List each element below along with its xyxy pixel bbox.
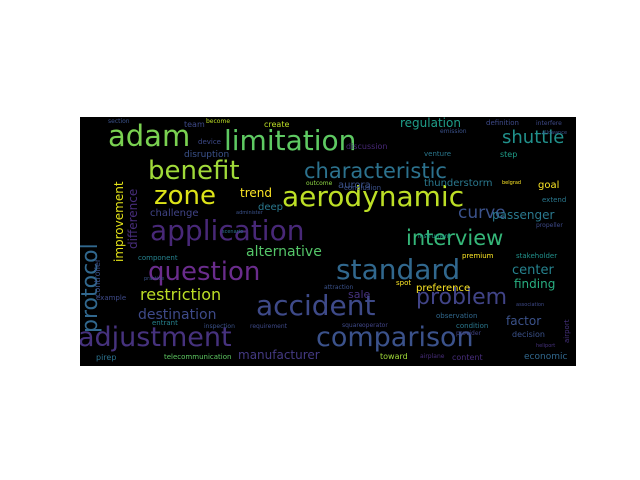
word: standard bbox=[336, 253, 461, 286]
word-cloud: adjustment comparison standard applicati… bbox=[80, 117, 576, 366]
word: requirement bbox=[250, 323, 288, 330]
word: deep bbox=[258, 202, 283, 213]
word: stakeholder bbox=[516, 252, 558, 260]
word: association bbox=[516, 302, 545, 308]
word: problem bbox=[416, 285, 508, 310]
word: goal bbox=[538, 180, 560, 191]
word: conclusion bbox=[344, 184, 382, 192]
word: airplane bbox=[420, 353, 445, 360]
word: section bbox=[108, 118, 130, 125]
word: preference bbox=[416, 283, 471, 294]
word: adam bbox=[108, 119, 191, 153]
word: characteristic bbox=[304, 159, 447, 183]
word: extend bbox=[542, 196, 567, 204]
word: application bbox=[150, 214, 305, 247]
word: alternative bbox=[246, 244, 322, 260]
word: discussion bbox=[346, 142, 388, 151]
word: economic bbox=[524, 352, 568, 362]
word: factor bbox=[506, 314, 542, 328]
word: regulation bbox=[400, 117, 461, 130]
word: limitation bbox=[224, 124, 357, 157]
word: practice bbox=[144, 276, 165, 282]
word: shuttle bbox=[502, 127, 565, 148]
word: interfere bbox=[536, 120, 562, 127]
word: scenario bbox=[222, 229, 244, 235]
word: restriction bbox=[140, 285, 222, 304]
word: step bbox=[500, 150, 518, 159]
word: interview bbox=[406, 226, 504, 250]
word: become bbox=[206, 118, 231, 125]
word: telecommunication bbox=[164, 353, 232, 361]
word: trend bbox=[240, 186, 272, 200]
word: premium bbox=[462, 252, 494, 260]
word: example bbox=[96, 294, 127, 302]
word: benefit bbox=[148, 156, 240, 186]
word: question bbox=[148, 257, 261, 287]
word: curve bbox=[458, 203, 506, 223]
word: operator bbox=[362, 322, 388, 329]
word: passenger bbox=[492, 208, 555, 222]
word: accident bbox=[256, 289, 376, 322]
word: aerodynamic bbox=[282, 180, 465, 213]
word: challenge bbox=[150, 208, 199, 219]
word: decision bbox=[512, 330, 545, 339]
word: controller bbox=[93, 258, 102, 297]
word: pirep bbox=[96, 353, 117, 362]
word: administer bbox=[236, 210, 263, 216]
word: definition bbox=[486, 119, 519, 127]
word: destination bbox=[138, 307, 217, 323]
word: airport bbox=[563, 319, 571, 343]
word: aurora bbox=[338, 180, 371, 191]
word: thunderstorm bbox=[424, 178, 493, 189]
word: center bbox=[512, 263, 554, 278]
word: component bbox=[138, 254, 178, 262]
word: toward bbox=[380, 352, 408, 361]
word: comparison bbox=[316, 322, 474, 353]
word: spot bbox=[396, 279, 412, 287]
word: propeller bbox=[536, 222, 563, 229]
word: emission bbox=[440, 128, 467, 135]
word: outcome bbox=[306, 180, 333, 187]
word: adjustment bbox=[80, 322, 232, 353]
word: difference bbox=[126, 188, 140, 249]
word: inspection bbox=[204, 323, 235, 330]
word: condition bbox=[456, 322, 489, 330]
word: heliport bbox=[536, 343, 556, 349]
word: create bbox=[264, 120, 290, 129]
word: sale bbox=[348, 288, 371, 301]
word: allowance bbox=[542, 130, 568, 136]
word: belgrad bbox=[502, 180, 522, 186]
word: team bbox=[184, 120, 205, 129]
word: manufacturer bbox=[238, 348, 320, 362]
word: provider bbox=[456, 330, 481, 337]
word: venture bbox=[424, 150, 452, 158]
word: instrument bbox=[418, 233, 451, 240]
word: content bbox=[452, 353, 483, 362]
word: entrant bbox=[152, 319, 178, 327]
word: finding bbox=[514, 277, 556, 291]
word: observation bbox=[436, 312, 478, 320]
word: disruption bbox=[184, 150, 230, 160]
word: improvement bbox=[112, 181, 126, 262]
word: attraction bbox=[324, 284, 354, 291]
word: zone bbox=[154, 181, 217, 211]
word: square bbox=[342, 322, 363, 329]
word: device bbox=[198, 138, 221, 146]
